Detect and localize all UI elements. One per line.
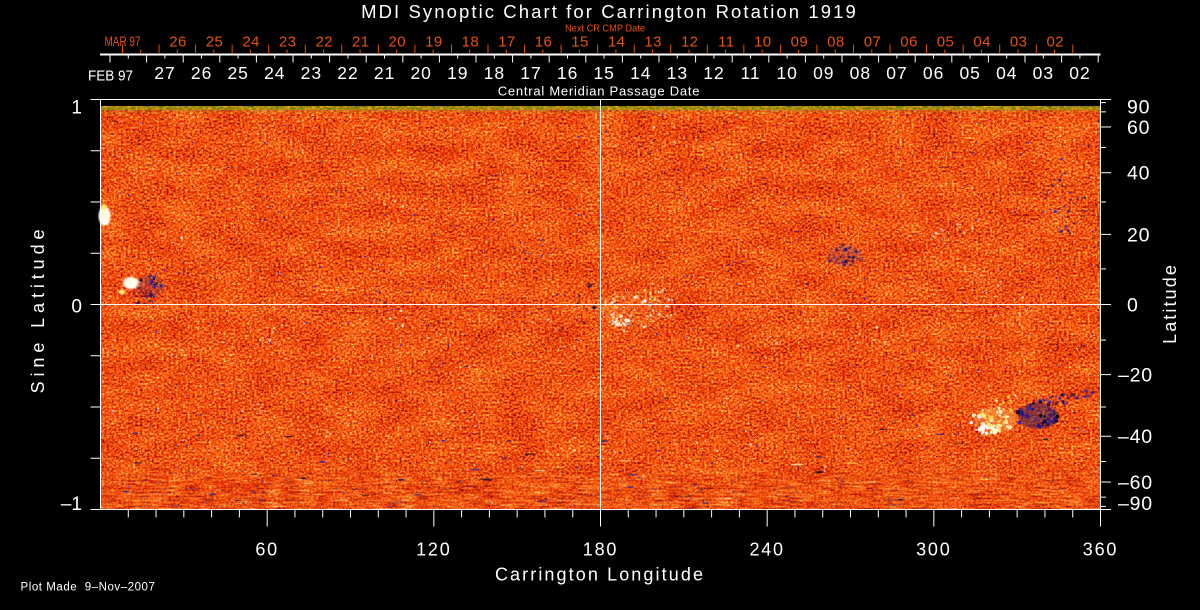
svg-text:Carrington Longitude: Carrington Longitude: [495, 565, 705, 585]
svg-text:0: 0: [1127, 294, 1139, 316]
svg-text:Latitude: Latitude: [1160, 263, 1180, 344]
svg-text:20: 20: [410, 63, 431, 83]
svg-text:20: 20: [389, 33, 407, 50]
svg-text:21: 21: [374, 63, 395, 83]
svg-text:05: 05: [937, 33, 955, 50]
svg-text:24: 24: [264, 63, 285, 83]
svg-text:15: 15: [571, 33, 589, 50]
svg-text:08: 08: [850, 63, 871, 83]
svg-text:19: 19: [425, 33, 443, 50]
svg-text:Plot Made 9–Nov–2007: Plot Made 9–Nov–2007: [21, 582, 156, 594]
svg-text:03: 03: [1010, 33, 1028, 50]
svg-text:03: 03: [1033, 63, 1054, 83]
svg-text:15: 15: [593, 63, 614, 83]
svg-text:60: 60: [255, 540, 279, 560]
svg-text:17: 17: [520, 63, 541, 83]
svg-text:21: 21: [352, 33, 370, 50]
svg-text:–1: –1: [61, 494, 82, 515]
svg-text:13: 13: [667, 63, 688, 83]
svg-text:02: 02: [1046, 33, 1064, 50]
svg-text:1: 1: [71, 97, 82, 118]
svg-text:09: 09: [813, 63, 834, 83]
svg-text:11: 11: [741, 63, 761, 83]
svg-text:02: 02: [1069, 63, 1090, 83]
svg-text:25: 25: [227, 63, 248, 83]
svg-text:FEB 97: FEB 97: [88, 68, 133, 85]
svg-text:Sine Latitude: Sine Latitude: [28, 225, 48, 394]
svg-text:09: 09: [791, 33, 809, 50]
svg-text:0: 0: [71, 297, 82, 318]
svg-text:25: 25: [206, 33, 224, 50]
svg-text:07: 07: [886, 63, 907, 83]
svg-text:22: 22: [315, 33, 333, 50]
svg-text:10: 10: [776, 63, 797, 83]
svg-text:23: 23: [301, 63, 322, 83]
svg-text:90: 90: [1127, 96, 1150, 118]
svg-text:16: 16: [535, 33, 553, 50]
svg-text:27: 27: [154, 63, 175, 83]
svg-text:04: 04: [996, 63, 1017, 83]
svg-text:40: 40: [1127, 163, 1150, 185]
svg-text:14: 14: [630, 63, 651, 83]
svg-text:17: 17: [498, 33, 516, 50]
svg-text:MDI Synoptic Chart for Carring: MDI Synoptic Chart for Carrington Rotati…: [361, 1, 858, 22]
svg-text:06: 06: [900, 33, 918, 50]
svg-text:04: 04: [973, 33, 991, 50]
svg-text:08: 08: [827, 33, 845, 50]
svg-text:26: 26: [169, 33, 187, 50]
svg-text:360: 360: [1083, 540, 1118, 560]
svg-text:05: 05: [959, 63, 980, 83]
svg-text:–40: –40: [1118, 426, 1153, 448]
svg-text:11: 11: [718, 33, 734, 50]
svg-text:16: 16: [557, 63, 578, 83]
svg-text:22: 22: [337, 63, 358, 83]
svg-text:10: 10: [754, 33, 772, 50]
svg-text:18: 18: [484, 63, 505, 83]
svg-text:24: 24: [242, 33, 260, 50]
svg-text:–90: –90: [1118, 493, 1153, 515]
svg-text:26: 26: [191, 63, 212, 83]
svg-text:–20: –20: [1118, 365, 1153, 387]
svg-text:06: 06: [923, 63, 944, 83]
svg-text:13: 13: [644, 33, 662, 50]
svg-text:–60: –60: [1118, 472, 1153, 494]
svg-text:120: 120: [416, 540, 451, 560]
svg-text:Central Meridian Passage Date: Central Meridian Passage Date: [498, 84, 700, 99]
svg-text:60: 60: [1127, 117, 1150, 139]
svg-text:18: 18: [462, 33, 480, 50]
svg-text:14: 14: [608, 33, 626, 50]
svg-text:12: 12: [681, 33, 699, 50]
svg-text:07: 07: [864, 33, 882, 50]
svg-text:MAR 97: MAR 97: [105, 33, 141, 49]
svg-text:180: 180: [583, 540, 618, 560]
svg-text:20: 20: [1127, 224, 1150, 246]
svg-text:300: 300: [916, 540, 951, 560]
svg-text:23: 23: [279, 33, 297, 50]
svg-text:12: 12: [703, 63, 724, 83]
svg-text:19: 19: [447, 63, 468, 83]
svg-text:Next CR CMP Date: Next CR CMP Date: [565, 24, 645, 35]
svg-text:240: 240: [749, 540, 784, 560]
